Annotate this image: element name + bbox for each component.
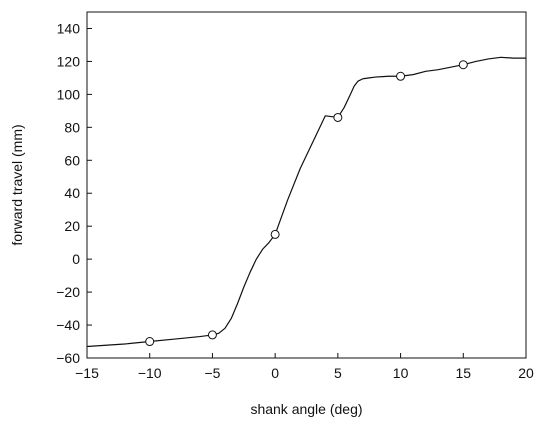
- x-tick-label: 15: [455, 365, 471, 381]
- y-tick-label: 140: [57, 20, 81, 36]
- y-axis-label: forward travel (mm): [9, 124, 25, 245]
- x-tick-label: 5: [334, 365, 342, 381]
- y-tick-label: −60: [56, 350, 80, 366]
- y-tick-label: 120: [57, 53, 81, 69]
- y-axis-ticks: −60 −40 −20 0 20 40 60 80 100 120 140: [56, 20, 92, 366]
- y-tick-label: −40: [56, 317, 80, 333]
- x-tick-label: 20: [518, 365, 534, 381]
- y-tick-label: −20: [56, 284, 80, 300]
- y-tick-label: 20: [64, 218, 80, 234]
- x-tick-label: 0: [271, 365, 279, 381]
- data-point-marker: [145, 337, 155, 347]
- y-tick-label: 60: [64, 152, 80, 168]
- y-tick-label: 80: [64, 119, 80, 135]
- data-point-marker: [458, 60, 468, 70]
- x-tick-label: −10: [138, 365, 162, 381]
- y-tick-label: 40: [64, 185, 80, 201]
- data-point-marker: [207, 330, 217, 340]
- x-axis-label: shank angle (deg): [250, 401, 362, 417]
- data-point-marker: [270, 229, 280, 239]
- forward-travel-curve: [86, 56, 527, 348]
- x-tick-label: 10: [393, 365, 409, 381]
- data-point-marker: [333, 112, 343, 122]
- data-point-marker: [396, 71, 406, 81]
- x-tick-label: −15: [75, 365, 99, 381]
- series-layer: [86, 56, 527, 348]
- x-axis-ticks: −15 −10 −5 0 5 10 15 20: [75, 353, 534, 381]
- x-tick-label: −5: [204, 365, 220, 381]
- y-tick-label: 0: [72, 251, 80, 267]
- y-tick-label: 100: [57, 86, 81, 102]
- plot-area-frame: [86, 11, 527, 359]
